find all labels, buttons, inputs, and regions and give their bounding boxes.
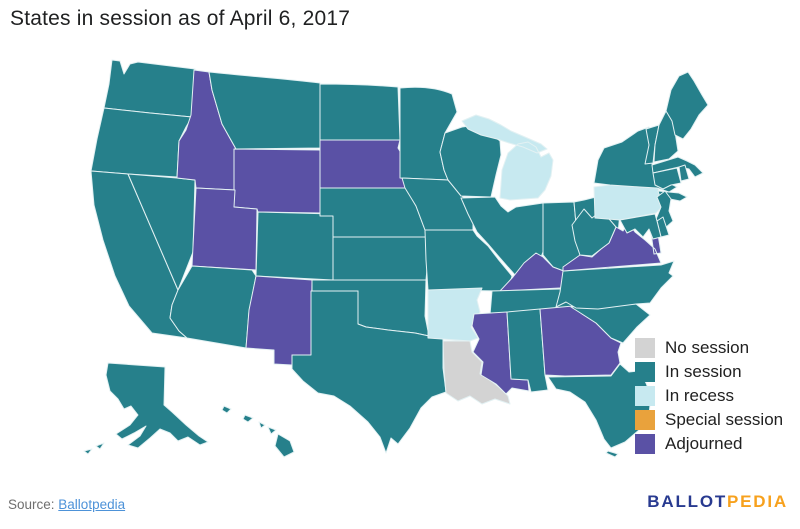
legend-row-in-session: In session — [635, 362, 783, 382]
state-ri[interactable]: Rhode Island — [678, 164, 690, 182]
page-title: States in session as of April 6, 2017 — [10, 7, 351, 30]
state-ks[interactable]: Kansas — [332, 236, 432, 281]
legend-label: In session — [665, 362, 742, 381]
state-wy[interactable]: Wyoming — [233, 148, 321, 214]
legend-row-special-session: Special session — [635, 410, 783, 430]
state-me[interactable]: Maine — [665, 71, 709, 140]
state-la[interactable]: Louisiana — [442, 340, 511, 405]
logo-ballot: BALLOT — [647, 492, 728, 511]
state-nv[interactable]: Nevada — [127, 173, 196, 291]
legend-label: Special session — [665, 410, 784, 429]
legend-row-no-session: No session — [635, 338, 783, 358]
source-link[interactable]: Ballotpedia — [58, 497, 126, 512]
state-mi[interactable]: Michigan — [461, 114, 554, 201]
legend: No session In session In recess Special … — [635, 338, 783, 458]
state-az[interactable]: Arizona — [169, 265, 257, 349]
legend-label: Adjourned — [665, 434, 743, 453]
source-label: Source: — [8, 497, 55, 512]
legend-label: No session — [665, 338, 750, 357]
state-ar[interactable]: Arkansas — [427, 287, 483, 342]
in-recess-swatch — [635, 386, 655, 406]
state-sc[interactable]: South Carolina — [570, 303, 651, 344]
state-nc[interactable]: North Carolina — [555, 260, 675, 310]
adjourned-swatch — [635, 434, 655, 454]
state-wv[interactable]: West Virginia — [571, 208, 617, 257]
state-sd[interactable]: South Dakota — [319, 139, 407, 189]
state-fl[interactable]: Florida — [547, 363, 652, 458]
legend-row-adjourned: Adjourned — [635, 434, 783, 454]
ballotpedia-logo: BALLOTPEDIA — [647, 492, 788, 512]
state-tx[interactable]: Texas — [291, 290, 447, 454]
state-nd[interactable]: North Dakota — [319, 83, 401, 141]
state-wa[interactable]: Washington — [103, 59, 196, 118]
state-co[interactable]: Colorado — [255, 211, 334, 281]
state-ak[interactable]: Alaska — [83, 362, 209, 455]
logo-pedia: PEDIA — [727, 492, 788, 511]
state-nm[interactable]: New Mexico — [245, 275, 313, 366]
legend-label: In recess — [665, 386, 734, 405]
state-or[interactable]: Oregon — [90, 107, 193, 178]
state-md[interactable]: Maryland — [619, 213, 662, 240]
special-session-swatch — [635, 410, 655, 430]
in-session-swatch — [635, 362, 655, 382]
legend-row-in-recess: In recess — [635, 386, 783, 406]
no-session-swatch — [635, 338, 655, 358]
source-line: Source: Ballotpedia — [8, 497, 125, 512]
state-hi[interactable]: Hawaii — [221, 405, 295, 458]
state-ct[interactable]: Connecticut — [652, 167, 682, 190]
